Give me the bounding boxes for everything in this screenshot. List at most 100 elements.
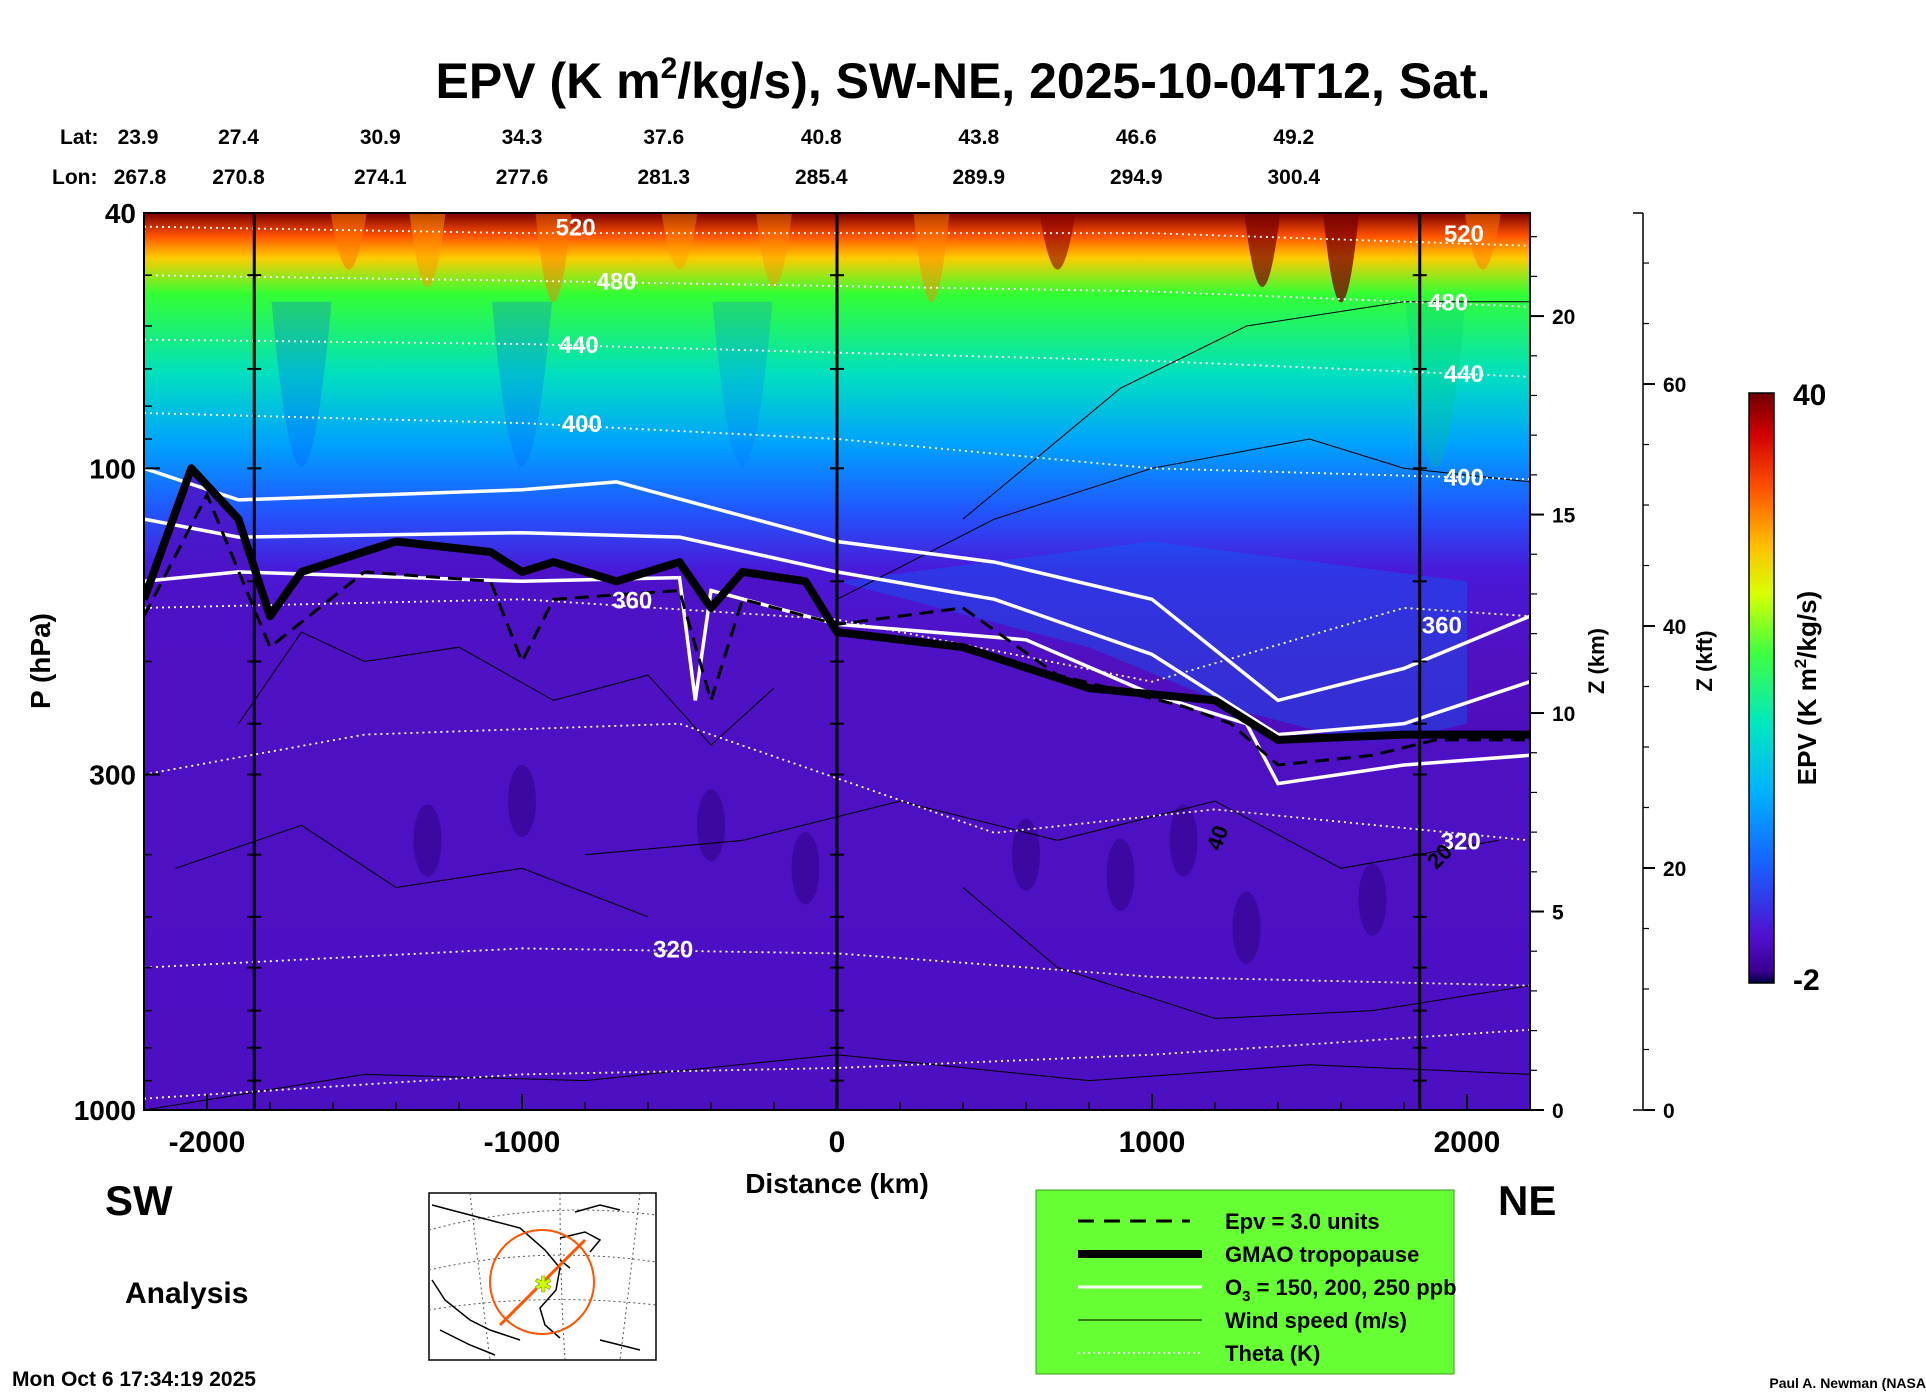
z-km-axis: 0 5 10 15 20 (1530, 236, 1576, 1123)
lat-tick-label: 23.9 (118, 126, 159, 149)
theta-contour (144, 722, 1530, 842)
chart-title: EPV (K m2/kg/s), SW-NE, 2025-10-04T12, S… (436, 52, 1491, 109)
epv-high-streak (409, 213, 446, 287)
epv-low-patch (1169, 804, 1198, 877)
ozone-contour (144, 517, 1530, 737)
lon-tick-label: 267.8 (114, 166, 167, 189)
epv-low-patch (697, 789, 725, 862)
colorbar-label: EPV (K m2/kg/s) (1791, 591, 1822, 785)
gmao-tropopause-line (144, 464, 1530, 744)
theta-contour (144, 338, 1530, 378)
analysis-label: Analysis (125, 1277, 248, 1310)
colorbar (1748, 392, 1775, 984)
theta-contour-label: 440 (1444, 361, 1484, 388)
lat-tick-label: 46.6 (1116, 126, 1157, 149)
epv-low-patch (413, 804, 442, 877)
z-kft-axis: 0 20 40 60 (1633, 212, 1686, 1123)
lat-tick-label: 37.6 (643, 126, 684, 149)
colorbar-min-label: -2 (1793, 964, 1820, 997)
epv-low-patch (1232, 891, 1261, 964)
lat-tick-label: 43.8 (958, 126, 999, 149)
map-graticule (429, 1193, 656, 1360)
lon-tick-label: 289.9 (952, 166, 1005, 189)
wind-speed-contour (238, 631, 775, 746)
map-center-star-icon: ✱ (534, 1272, 552, 1297)
wind-speed-contour (962, 887, 1530, 1020)
theta-contour-label: 480 (596, 269, 636, 296)
theta-contours (144, 225, 1530, 1100)
z-kft-tick-label: 0 (1663, 1100, 1675, 1123)
y-axis: 40 100 300 1000 (74, 198, 160, 1126)
epv-high-streak (661, 213, 698, 270)
x-axis: -2000 -1000 0 1000 2000 (143, 1094, 1531, 1159)
theta-contour-label: 320 (1441, 828, 1481, 855)
z-km-tick-label: 10 (1552, 703, 1575, 726)
epv-high-streak (1039, 213, 1076, 270)
z-km-tick-label: 5 (1552, 902, 1564, 925)
footer-timestamp: Mon Oct 6 17:34:19 2025 (12, 1368, 256, 1391)
lat-label: Lat: (60, 126, 99, 149)
epv-3-contour (144, 491, 1530, 767)
lon-tick-label: 300.4 (1267, 166, 1320, 189)
plot-area (144, 213, 1530, 1110)
theta-contour (144, 225, 1530, 247)
map-cross-section-track (498, 1238, 587, 1327)
theta-contour-label: 520 (1444, 221, 1484, 248)
epv-high-streak (1244, 213, 1281, 287)
legend-item-theta: Theta (K) (1225, 1341, 1320, 1366)
epv-high-streak (1464, 213, 1501, 270)
x-tick-label: -2000 (169, 1126, 246, 1159)
epv-high-streak (756, 213, 792, 287)
legend-item-wind: Wind speed (m/s) (1225, 1308, 1407, 1333)
z-km-axis-label: Z (km) (1584, 628, 1609, 694)
theta-contour (144, 1028, 1530, 1100)
z-km-tick-label: 0 (1552, 1100, 1564, 1123)
z-kft-tick-label: 20 (1663, 858, 1686, 881)
theta-contour-label: 360 (1422, 612, 1462, 639)
x-tick-label: 0 (829, 1126, 846, 1159)
y-tick-label: 100 (89, 453, 136, 484)
x-tick-label: -1000 (484, 1126, 561, 1159)
lat-tick-label: 34.3 (502, 126, 543, 149)
wind-speed-contour (175, 824, 649, 918)
z-km-tick-label: 15 (1552, 505, 1576, 528)
lon-label: Lon: (52, 166, 97, 189)
theta-contour-label: 360 (612, 587, 652, 614)
lat-tick-label: 27.4 (218, 126, 259, 149)
lat-tick-label: 49.2 (1273, 126, 1314, 149)
epv-high-streak (913, 213, 950, 303)
ne-label: NE (1498, 1177, 1556, 1224)
inset-map: ✱ (428, 1192, 657, 1361)
z-kft-tick-label: 60 (1663, 374, 1686, 397)
epv-trough-streak (712, 301, 773, 467)
theta-contour (144, 412, 1530, 481)
theta-contour-label: 520 (556, 215, 596, 242)
lat-tick-label: 30.9 (360, 126, 401, 149)
sw-label: SW (105, 1177, 173, 1224)
epv-high-streak (330, 213, 367, 270)
lon-tick-label: 274.1 (354, 166, 407, 189)
map-range-circle (489, 1229, 595, 1335)
x-tick-label: 2000 (1434, 1126, 1501, 1159)
legend: Epv = 3.0 units GMAO tropopause O3 = 150… (1035, 1189, 1457, 1375)
lon-tick-label: 281.3 (637, 166, 690, 189)
epv-trough-streak (271, 301, 332, 467)
ozone-contour (144, 466, 1530, 703)
wind-speed-contour (584, 800, 1499, 869)
theta-contour-label: 480 (1428, 290, 1468, 317)
lon-tick-label: 294.9 (1110, 166, 1163, 189)
theta-contour-label: 440 (559, 332, 599, 359)
legend-item-tropopause: GMAO tropopause (1225, 1242, 1419, 1267)
tropopause-line (144, 464, 1530, 744)
epv-3-line (144, 491, 1530, 767)
theta-contour (144, 947, 1530, 987)
y-tick-label: 300 (89, 759, 136, 790)
wind-speed-contour (962, 301, 1530, 520)
epv-low-patch (508, 765, 536, 838)
lon-tick-label: 270.8 (212, 166, 265, 189)
z-kft-axis-label: Z (kft) (1692, 630, 1717, 691)
theta-contour-label: 400 (1444, 465, 1484, 492)
lat-tick-label: 40.8 (801, 126, 842, 149)
legend-item-epv: Epv = 3.0 units (1225, 1209, 1380, 1234)
